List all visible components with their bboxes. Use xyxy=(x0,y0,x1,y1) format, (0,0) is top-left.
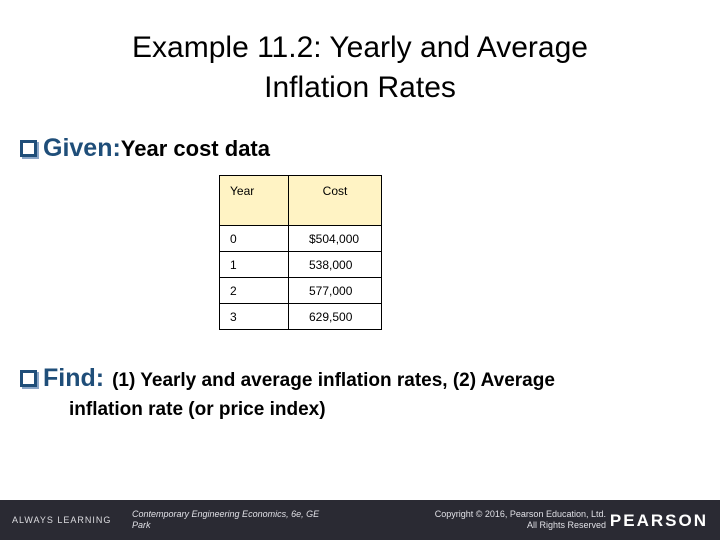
year-cell: 1 xyxy=(219,251,289,278)
given-bullet: Given: Year cost data xyxy=(20,134,270,163)
book-citation: Contemporary Engineering Economics, 6e, … xyxy=(132,509,352,531)
find-label: Find: xyxy=(43,364,105,392)
find-bullet: Find: (1) Yearly and average inflation r… xyxy=(20,364,555,393)
table-row: 0 $504,000 xyxy=(219,225,382,252)
copyright-notice: Copyright © 2016, Pearson Education, Ltd… xyxy=(435,509,606,531)
year-cell: 2 xyxy=(219,277,289,304)
copyright-line-2: All Rights Reserved xyxy=(526,520,606,530)
checkbox-bullet-icon xyxy=(20,370,37,387)
footer-bar: ALWAYS LEARNING Contemporary Engineering… xyxy=(0,500,720,540)
year-cell: 3 xyxy=(219,303,289,330)
slide-title-line-2: Inflation Rates xyxy=(264,71,456,104)
find-text-continuation: inflation rate (or price index) xyxy=(69,399,326,420)
pearson-logo: PEARSON xyxy=(609,511,708,530)
book-citation-line-1: Contemporary Engineering Economics, 6e, … xyxy=(132,509,320,519)
table-row: 3 629,500 xyxy=(219,303,382,330)
book-citation-line-2: Park xyxy=(132,520,151,530)
find-text: (1) Yearly and average inflation rates, … xyxy=(112,370,555,391)
table-header-row: Year Cost xyxy=(219,175,382,226)
table-row: 1 538,000 xyxy=(219,251,382,278)
year-cell: 0 xyxy=(219,225,289,252)
year-cost-table: Year Cost 0 $504,000 1 538,000 2 577,000… xyxy=(219,175,382,330)
checkbox-bullet-icon xyxy=(20,140,37,157)
table-row: 2 577,000 xyxy=(219,277,382,304)
cost-cell: 577,000 xyxy=(288,277,382,304)
column-header-year: Year xyxy=(219,175,289,226)
cost-cell: 629,500 xyxy=(288,303,382,330)
always-learning-tagline: ALWAYS LEARNING xyxy=(12,515,112,525)
slide-title-line-1: Example 11.2: Yearly and Average xyxy=(132,31,588,64)
slide-title: Example 11.2: Yearly and Average Inflati… xyxy=(60,28,660,108)
copyright-line-1: Copyright © 2016, Pearson Education, Ltd… xyxy=(434,509,606,519)
given-label: Given: xyxy=(43,134,121,162)
cost-cell: $504,000 xyxy=(288,225,382,252)
given-text: Year cost data xyxy=(120,136,270,161)
cost-cell: 538,000 xyxy=(288,251,382,278)
column-header-cost: Cost xyxy=(288,175,382,226)
